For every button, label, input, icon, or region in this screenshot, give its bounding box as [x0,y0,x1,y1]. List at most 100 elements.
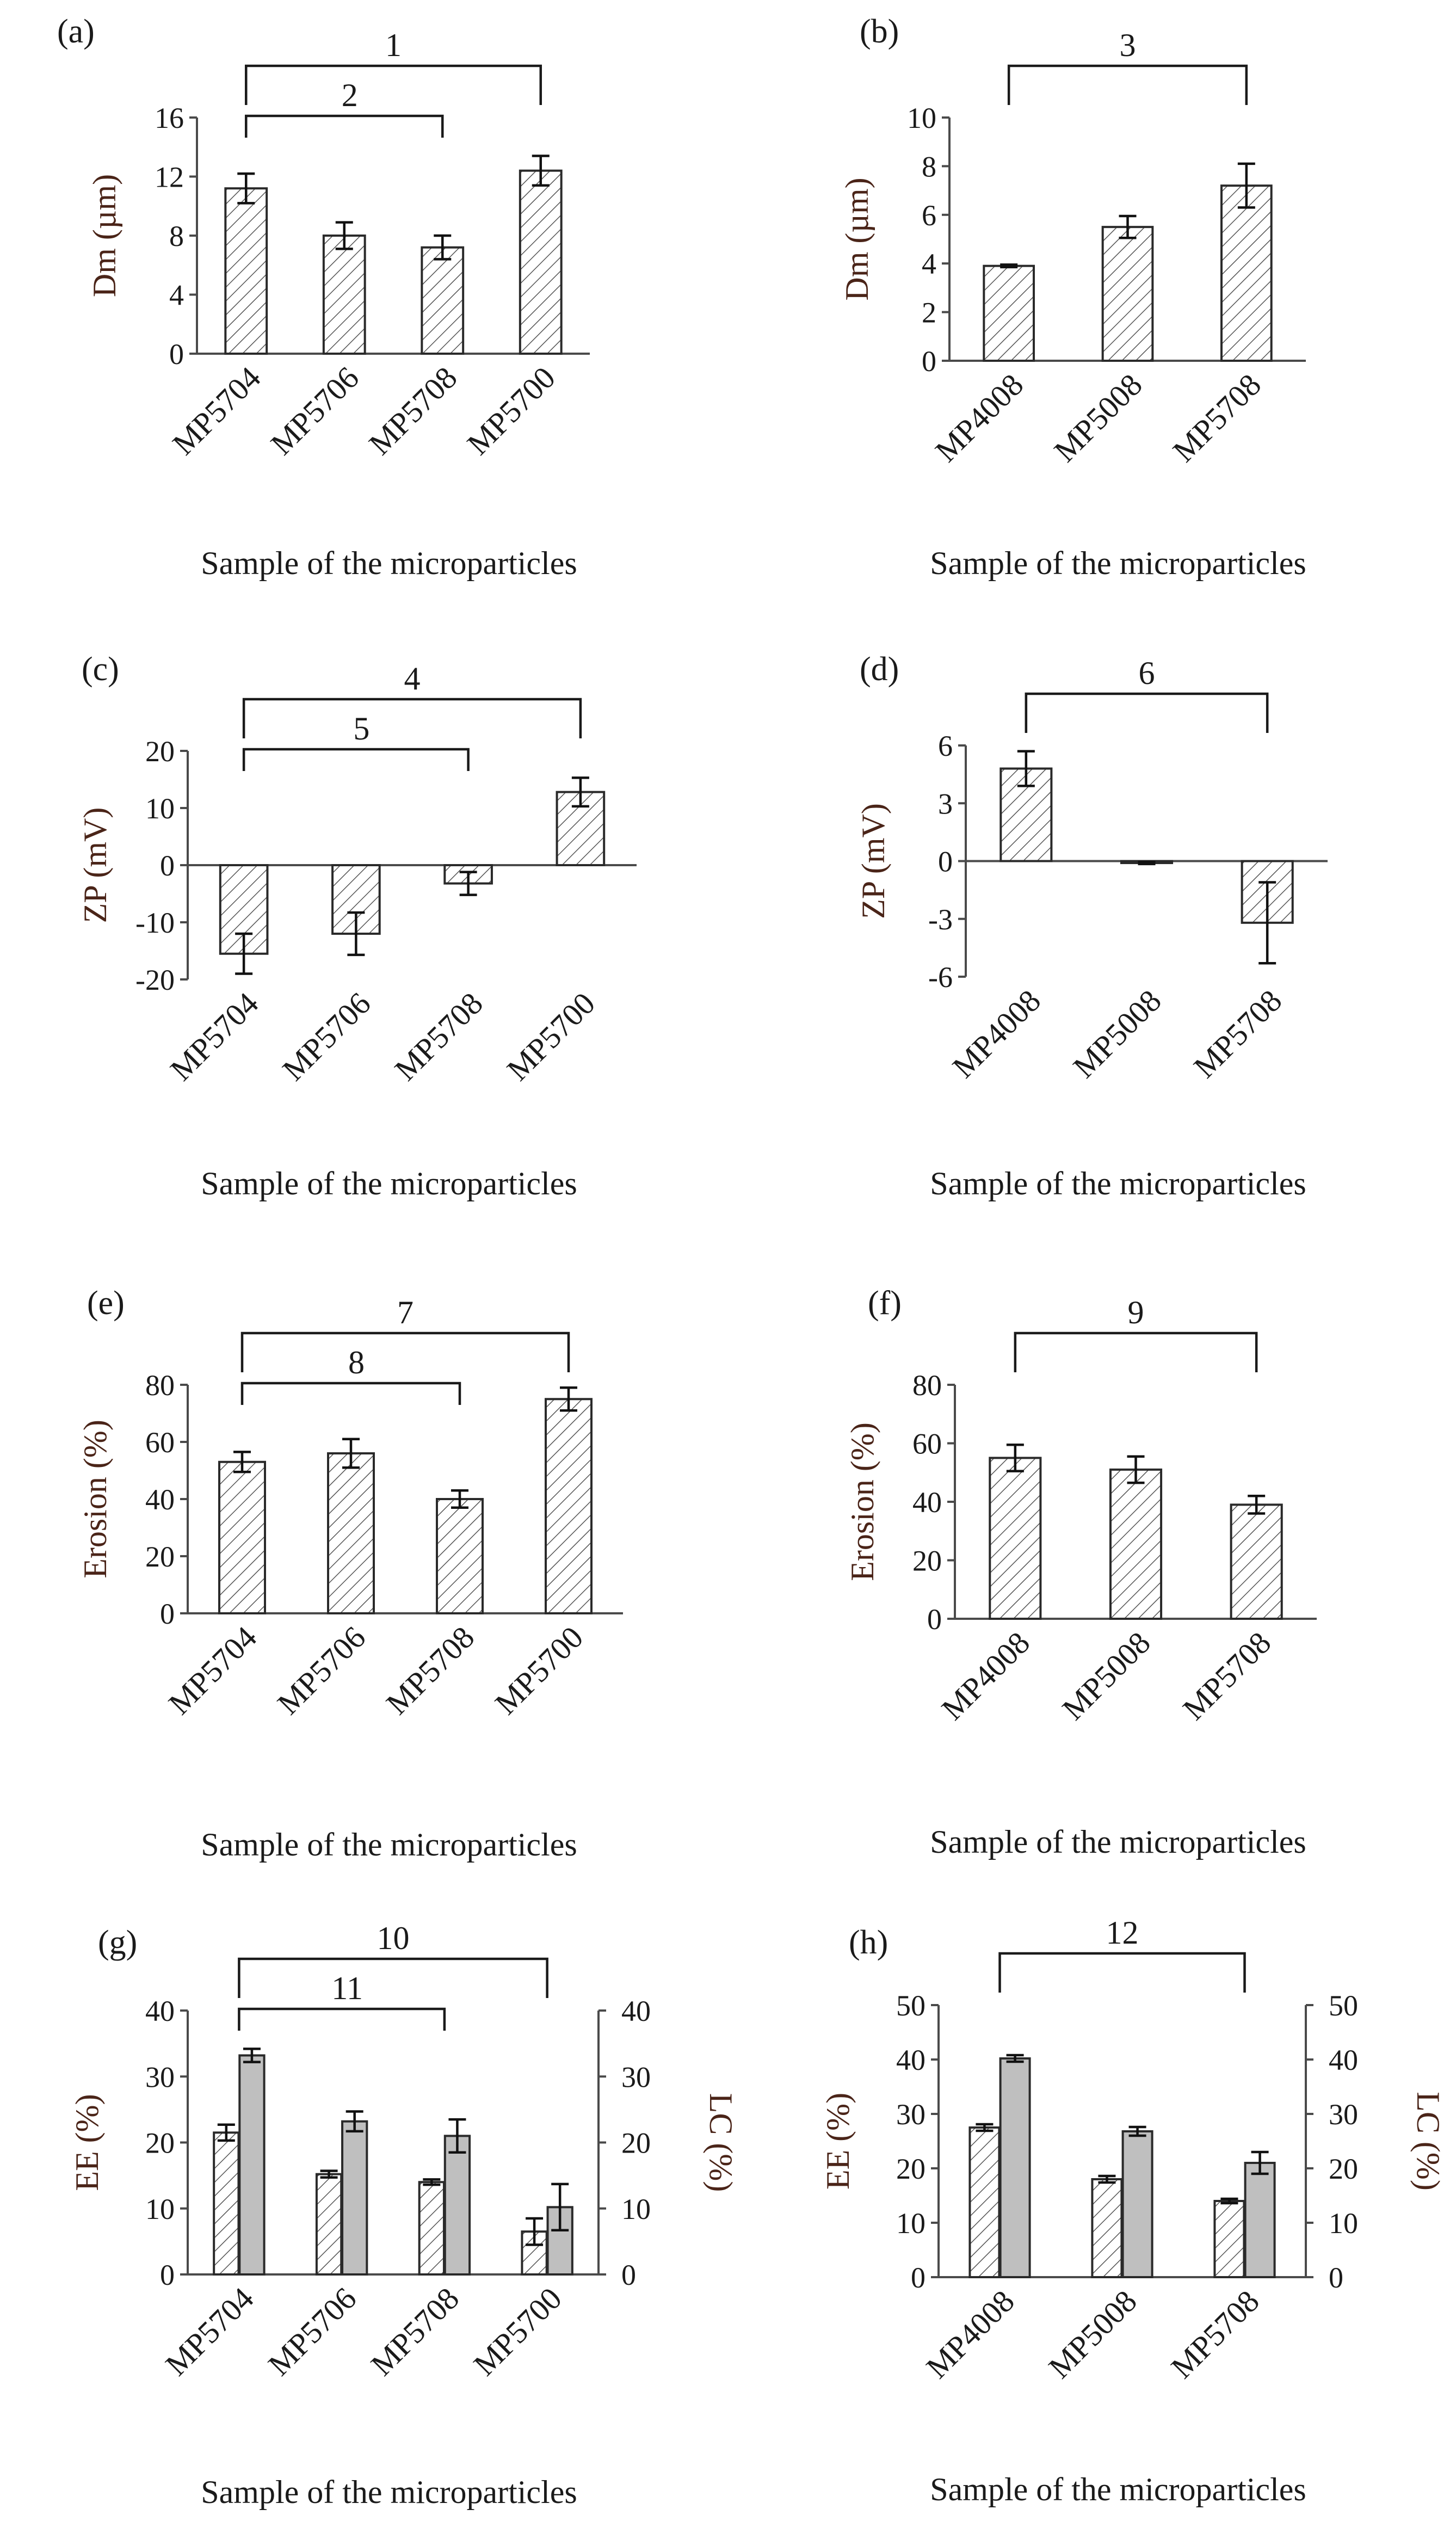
y-tick-right-label: 30 [621,2061,651,2093]
error-bar [571,776,589,808]
x-tick-label: MP5708 [379,1619,481,1721]
x-tick-label: MP5008 [1041,2283,1143,2385]
significance-label: 8 [348,1345,365,1380]
error-bar [237,172,255,205]
panel-label: (a) [57,13,95,50]
significance-bracket [238,1957,548,1998]
x-tick-label: MP4008 [928,367,1030,468]
error-bar [320,2169,338,2179]
error-bar [434,234,452,261]
chart-panel-c: (c) -20 -10 0 10 20 ZP (mV) MP5704 MP5706 MP5708 M… [77,651,637,1201]
y-tick-label: 50 [896,1989,926,2022]
chart-panel-f: (f) 0 20 40 60 80 Erosion (%) MP4008 MP5008 MP570… [844,1285,1317,1860]
significance-bracket [245,64,542,105]
error-bar [217,2123,235,2142]
y-tick-label: -3 [928,903,953,936]
significance-label: 4 [404,661,421,696]
bar-MP5708 [421,246,465,355]
significance-label: 6 [1139,655,1155,691]
x-tick-label: MP5704 [162,1619,263,1721]
y-tick-label: 0 [927,1603,942,1636]
significance-bracket [1014,1331,1258,1372]
error-bar [1098,2174,1116,2184]
bar-lc-MP5706 [341,2120,368,2276]
significance-bracket [242,698,582,738]
bar-MP4008 [983,264,1035,362]
bar-MP5704 [218,1460,266,1614]
bar-lc-MP5708 [443,2135,471,2276]
y-tick-label: 10 [907,102,936,134]
significance-bracket [238,2007,446,2031]
y-tick-label: 80 [145,1369,175,1402]
chart-panel-d: (d) -6 -3 0 3 6 ZP (mV) MP4008 MP5008 MP5708 Sampl… [855,651,1328,1201]
y-tick-label: 20 [145,735,175,768]
significance-label: 7 [397,1294,414,1330]
y-axis-title: Erosion (%) [844,1422,880,1581]
y-tick-label: 0 [169,338,184,371]
x-tick-label: MP5708 [1176,1625,1278,1727]
panel-label: (e) [87,1285,125,1322]
y-tick-label: -20 [135,964,175,996]
y-tick-label: 0 [938,846,953,878]
y-axis-title: EE (%) [820,2093,856,2190]
y-tick-right-label: 0 [621,2259,636,2291]
error-bar [1000,263,1018,269]
y-tick-label: 40 [145,1995,175,2027]
x-tick-label: MP4008 [935,1625,1037,1727]
panel-label: (h) [849,1924,888,1961]
x-tick-label: MP5008 [1055,1625,1157,1727]
x-axis-title: Sample of the microparticles [930,2471,1306,2507]
y-tick-label: 60 [145,1426,175,1459]
x-axis-title: Sample of the microparticles [201,545,577,581]
y-tick-label: 20 [896,2153,926,2185]
x-tick-label: MP5708 [362,360,464,461]
y-tick-label: -10 [135,907,175,939]
bar-ee-MP5708 [418,2181,445,2276]
error-bar [976,2123,994,2132]
chart-panel-h: (h) 0 10 20 30 40 50 EE (%) 0 10 20 30 40 50 LC (%) MP4… [820,1915,1446,2507]
y-tick-label: 20 [912,1545,942,1577]
y-axis-title: Erosion (%) [77,1420,113,1579]
significance-bracket [240,1382,461,1405]
y-tick-label: 10 [896,2207,926,2240]
error-bar [526,2217,544,2246]
error-bar [459,871,477,896]
y-tick-label: 12 [155,161,184,194]
significance-label: 1 [385,27,402,63]
y-axis-title: Dm (µm) [839,177,875,300]
x-tick-label: MP5700 [467,2280,569,2382]
error-bar [451,1489,468,1509]
bar-MP5008 [1101,226,1154,362]
bar-MP4008 [989,1457,1042,1620]
x-axis-title: Sample of the microparticles [930,1824,1306,1860]
y-tick-label: 10 [145,2193,175,2225]
y-tick-label: 4 [169,279,184,312]
error-bar [423,2178,441,2186]
x-tick-label: MP5700 [500,985,602,1087]
y-tick-right-label: 30 [1329,2098,1358,2131]
x-tick-label: MP5704 [158,2280,260,2382]
x-axis-title: Sample of the microparticles [201,1166,577,1201]
x-axis-title: Sample of the microparticles [930,545,1306,581]
error-bar [1128,2125,1146,2137]
y-tick-label: 20 [145,1540,175,1573]
bar-MP5008 [1109,1468,1163,1620]
significance-bracket [245,114,444,138]
x-tick-label: MP5700 [488,1619,590,1721]
error-bar [1248,1495,1266,1515]
chart-panel-b: (b) 0 2 4 6 8 10 Dm (µm) MP4008 MP5008 MP5708 Sampl… [839,13,1306,581]
x-axis-title: Sample of the microparticles [201,2474,577,2510]
significance-label: 2 [342,77,358,113]
y-tick-right-label: 50 [1329,1989,1358,2022]
y-tick-right-label: 40 [621,1995,651,2027]
x-tick-label: MP5708 [1164,2283,1266,2385]
error-bar [532,155,550,187]
error-bar [1006,1443,1024,1472]
significance-bracket [242,748,470,771]
bar-MP5700 [545,1398,593,1614]
error-bar [551,2182,569,2232]
chart-panel-a: (a) 0 4 8 12 16 Dm (µm) MP5704MP5706MP5708MP570… [57,13,590,581]
error-bar [347,911,365,957]
